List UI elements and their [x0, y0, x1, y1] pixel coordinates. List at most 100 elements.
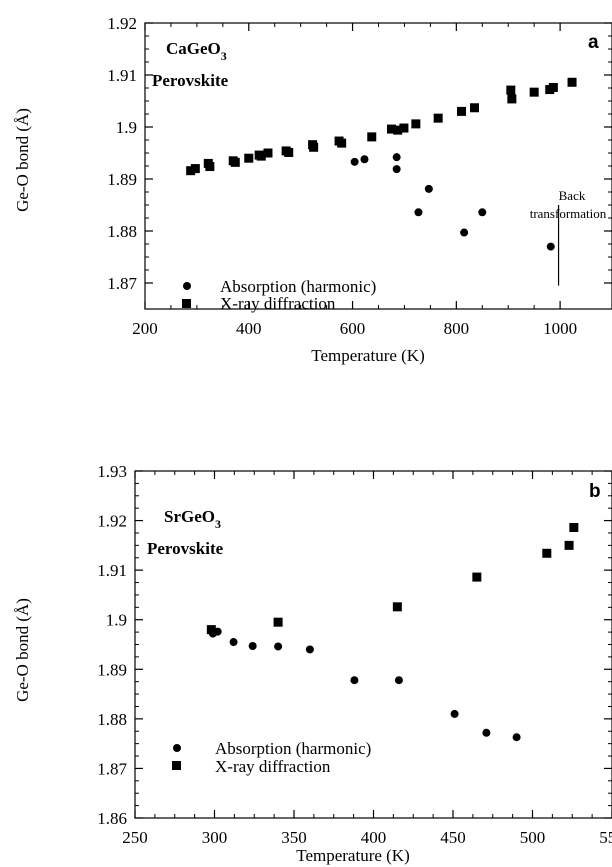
panel-b-ticks: 250 300 350 400 450 500 550 1.86 1.87 1.88 1.89 1.9…: [97, 462, 612, 847]
panel-b-xrd-point: [569, 523, 579, 533]
x-tick-label: 800: [444, 319, 470, 338]
panel-a-y-axis-title: Ge-O bond (Å): [13, 108, 32, 212]
y-tick-label: 1.9: [106, 611, 127, 630]
panel-b-xrd-point: [273, 617, 283, 627]
panel-b-title: SrGeO3: [164, 507, 221, 531]
x-tick-label: 250: [122, 828, 148, 847]
panel-b-xrd-point: [206, 625, 216, 635]
panel-a-xrd-point: [284, 147, 294, 157]
panel-a-absorption-point: [414, 208, 423, 217]
panel-a-xrd-point: [205, 162, 215, 172]
panel-b-absorption-point: [350, 676, 359, 685]
panel-a-xrd-point: [186, 166, 196, 176]
back-transformation-label: Back: [559, 188, 586, 203]
panel-b-absorption-point: [512, 733, 521, 742]
panel-b-x-axis-title: Temperature (K): [296, 846, 410, 865]
panel-a-x-axis-title: Temperature (K): [311, 346, 425, 365]
y-tick-label: 1.92: [107, 14, 137, 33]
legend-absorption-marker: [183, 282, 191, 290]
panel-a-absorption-point: [478, 208, 487, 217]
panel-a-xrd-point: [399, 123, 409, 133]
y-tick-label: 1.86: [97, 809, 127, 828]
y-tick-label: 1.88: [97, 710, 127, 729]
panel-a-xrd-point: [337, 138, 347, 148]
panel-a-absorption-point: [350, 157, 359, 166]
panel-b-xrd-point: [472, 572, 482, 582]
legend-absorption-marker: [173, 744, 181, 752]
x-tick-label: 200: [132, 319, 158, 338]
panel-a-letter: a: [588, 32, 599, 53]
panel-a-absorption-point: [460, 228, 469, 237]
panel-a-xrd-point: [256, 151, 266, 161]
panel-a-xrd-point: [386, 124, 396, 134]
panel-a-absorption-point: [424, 184, 433, 193]
x-tick-label: 300: [202, 828, 228, 847]
x-tick-label: 550: [599, 828, 612, 847]
panel-a-xrd-point: [411, 119, 421, 129]
x-tick-label: 500: [520, 828, 546, 847]
y-tick-label: 1.91: [107, 66, 137, 85]
panel-b-absorption-point: [482, 728, 491, 737]
panel-b-xrd-point: [392, 602, 402, 612]
panel-b-absorption-point: [450, 709, 459, 718]
y-tick-label: 1.89: [107, 170, 137, 189]
y-tick-label: 1.93: [97, 462, 127, 481]
panel-b-legend: Absorption (harmonic) X-ray diffraction: [172, 739, 371, 776]
panel-b-marks: [206, 523, 579, 742]
panel-b-absorption-point: [274, 642, 283, 651]
panel-a-xrd-point: [548, 82, 558, 92]
legend-absorption-label: Absorption (harmonic): [220, 277, 376, 296]
legend-xrd-label: X-ray diffraction: [220, 294, 336, 313]
panel-a-xrd-point: [567, 77, 577, 87]
panel-a-absorption-point: [546, 242, 555, 251]
legend-xrd-marker: [172, 761, 181, 770]
panel-a-xrd-point: [433, 113, 443, 123]
panel-a-ticks: 200 400 600 800 1000 1.87 1.88 1.89 1.9 1.91 1.92: [107, 14, 612, 338]
panel-a-xrd-point: [230, 157, 240, 167]
panel-a-xrd-point: [469, 103, 479, 113]
x-tick-label: 1000: [543, 319, 577, 338]
panel-a-plot-frame: [144, 22, 612, 310]
panel-b-absorption-point: [229, 638, 238, 647]
panel-a-absorption-point: [360, 155, 369, 164]
legend-xrd-marker: [182, 299, 191, 308]
panel-a-xrd-point: [529, 87, 539, 97]
legend-absorption-label: Absorption (harmonic): [215, 739, 371, 758]
x-tick-label: 600: [340, 319, 366, 338]
y-tick-label: 1.91: [97, 561, 127, 580]
panel-a-xrd-point: [393, 125, 403, 135]
y-tick-label: 1.88: [107, 222, 137, 241]
y-tick-label: 1.92: [97, 512, 127, 531]
panel-b-letter: b: [589, 481, 601, 502]
panel-b-absorption-point: [394, 676, 403, 685]
panel-b-absorption-point: [305, 645, 314, 654]
panel-a-title: CaGeO3: [166, 39, 227, 63]
x-tick-label: 350: [281, 828, 307, 847]
panel-a-xrd-point: [244, 153, 254, 163]
panel-b-absorption-point: [248, 641, 257, 650]
x-tick-label: 400: [361, 828, 387, 847]
legend-xrd-label: X-ray diffraction: [215, 757, 331, 776]
panel-a-xrd-point: [309, 142, 319, 152]
panel-a-marks: [186, 77, 577, 251]
panel-a-legend: Absorption (harmonic) X-ray diffraction: [182, 277, 376, 313]
x-tick-label: 450: [440, 828, 466, 847]
x-tick-label: 400: [236, 319, 262, 338]
panel-a-xrd-point: [507, 94, 517, 104]
panel-b-y-axis-title: Ge-O bond (Å): [13, 598, 32, 702]
back-transformation-label-2: transformation: [530, 206, 607, 221]
panel-a-xrd-point: [190, 164, 200, 174]
panel-b-xrd-point: [542, 548, 552, 558]
panel-a-xrd-point: [506, 85, 516, 95]
y-tick-label: 1.89: [97, 660, 127, 679]
y-tick-label: 1.87: [97, 759, 127, 778]
panel-a-absorption-point: [392, 153, 401, 162]
panel-a: 200 400 600 800 10001.871.881.891.91.911.92 …: [13, 14, 612, 365]
panel-a-absorption-point: [392, 165, 401, 174]
y-tick-label: 1.9: [116, 118, 137, 137]
panel-b-subtitle: Perovskite: [147, 539, 224, 558]
panel-a-subtitle: Perovskite: [152, 71, 229, 90]
panel-a-xrd-point: [263, 148, 273, 158]
panel-b: 250 300 350 400 450 500 550 1.86 1.87 1.88 1.89 1.9…: [13, 462, 612, 865]
